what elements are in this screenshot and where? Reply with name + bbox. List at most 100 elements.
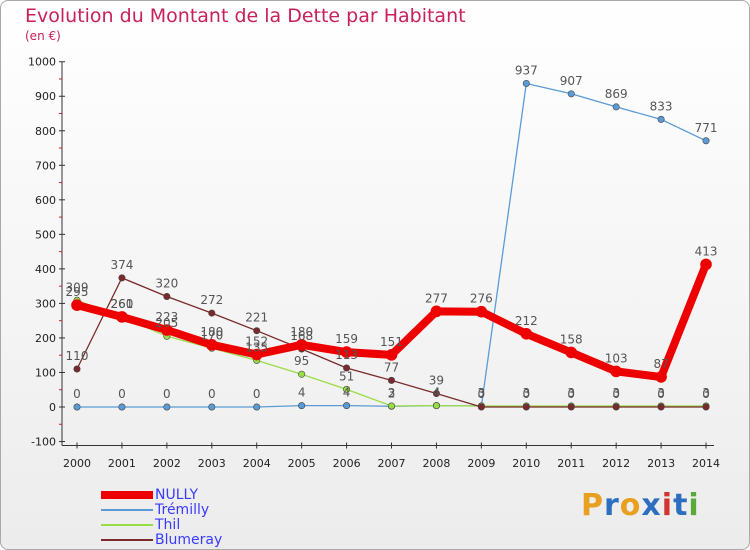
data-label: 3: [388, 386, 396, 400]
data-label: 152: [245, 335, 268, 349]
chart-title: Evolution du Montant de la Dette par Hab…: [25, 5, 466, 27]
data-label: 907: [560, 74, 583, 88]
x-tick-label: 2000: [63, 457, 91, 470]
data-label: 77: [384, 360, 399, 374]
y-tick-label: 600: [35, 194, 56, 207]
x-tick-label: 2006: [333, 457, 361, 470]
data-label: 3: [567, 386, 575, 400]
data-point: [163, 293, 171, 301]
data-point: [475, 305, 488, 318]
data-point: [208, 309, 216, 317]
x-tick-label: 2008: [422, 457, 450, 470]
brand-letter: x: [641, 488, 662, 523]
data-point: [295, 339, 308, 351]
data-point: [430, 305, 443, 318]
y-tick-label: 1000: [28, 56, 56, 69]
data-label: 4: [433, 386, 441, 400]
data-point: [657, 403, 665, 411]
data-label: 0: [567, 387, 575, 401]
data-point: [205, 339, 218, 351]
data-label: 95: [294, 354, 309, 368]
data-label: 110: [66, 349, 89, 363]
y-tick-label: 100: [35, 366, 56, 379]
data-label: 3: [702, 386, 710, 400]
data-label: 205: [155, 316, 178, 330]
data-point: [610, 365, 622, 378]
data-point: [702, 137, 710, 145]
data-label: 39: [429, 374, 444, 388]
data-point: [118, 403, 126, 411]
y-tick-label: 300: [35, 297, 56, 310]
data-label: 103: [605, 351, 628, 365]
data-point: [116, 311, 128, 323]
data-label: 212: [515, 314, 538, 328]
data-point: [340, 346, 353, 358]
data-point: [702, 403, 710, 411]
data-label: 272: [200, 293, 223, 307]
data-point: [522, 403, 530, 411]
data-point: [250, 348, 263, 361]
data-label: 151: [380, 335, 403, 349]
data-label: 221: [245, 311, 268, 325]
data-point: [253, 403, 261, 411]
data-point: [655, 371, 667, 383]
y-tick-label: 700: [35, 159, 56, 172]
data-label: 0: [522, 387, 530, 401]
x-tick-label: 2014: [692, 457, 720, 470]
legend-label-nully: NULLY: [155, 487, 199, 503]
data-point: [520, 327, 533, 340]
legend-label-tremilly: Trémilly: [155, 502, 210, 518]
x-tick-label: 2011: [557, 457, 585, 470]
data-point: [298, 402, 306, 410]
data-label: 113: [335, 348, 358, 362]
data-label: 833: [650, 99, 673, 113]
brand-letter: i: [661, 488, 674, 523]
data-label: 159: [335, 332, 358, 346]
legend-swatch-blumeray: [101, 539, 153, 541]
x-tick-label: 2005: [288, 457, 316, 470]
legend-swatch-thil: [101, 524, 153, 526]
data-label: 168: [290, 329, 313, 343]
data-point: [388, 376, 396, 384]
data-label: 3: [522, 386, 530, 400]
legend-label-thil: Thil: [155, 517, 181, 533]
data-label: 309: [66, 280, 89, 294]
legend-swatch-nully: [101, 491, 153, 499]
data-label: 0: [657, 387, 665, 401]
data-label: 180: [290, 325, 313, 339]
y-tick-label: 800: [35, 125, 56, 138]
data-point: [432, 390, 440, 398]
legend-swatch-tremilly: [101, 509, 153, 511]
data-label: 170: [200, 328, 223, 342]
data-point: [612, 103, 620, 111]
data-point: [700, 258, 712, 271]
data-label: 276: [470, 292, 493, 306]
data-label: 3: [478, 386, 486, 400]
data-label: 374: [110, 258, 133, 272]
y-tick-label: -100: [31, 436, 56, 449]
data-label: 3: [478, 386, 486, 400]
data-point: [73, 403, 81, 411]
data-point: [71, 299, 83, 311]
data-label: 0: [702, 387, 710, 401]
data-point: [253, 327, 261, 335]
data-label: 0: [253, 387, 261, 401]
legend-label-blumeray: Blumeray: [155, 532, 223, 548]
y-tick-label: 0: [49, 401, 56, 414]
data-point: [208, 403, 216, 411]
data-point: [567, 90, 575, 98]
data-label: 3: [612, 386, 620, 400]
data-point: [161, 324, 173, 336]
data-label: 261: [110, 297, 133, 311]
y-tick-label: 900: [35, 90, 56, 103]
brand-letter: i: [688, 488, 700, 523]
x-tick-label: 2002: [153, 457, 181, 470]
x-tick-label: 2010: [512, 457, 540, 470]
x-tick-label: 2007: [378, 457, 406, 470]
data-point: [522, 79, 530, 87]
data-label: 295: [66, 285, 89, 299]
data-point: [388, 402, 396, 410]
data-label: 2: [388, 386, 396, 400]
